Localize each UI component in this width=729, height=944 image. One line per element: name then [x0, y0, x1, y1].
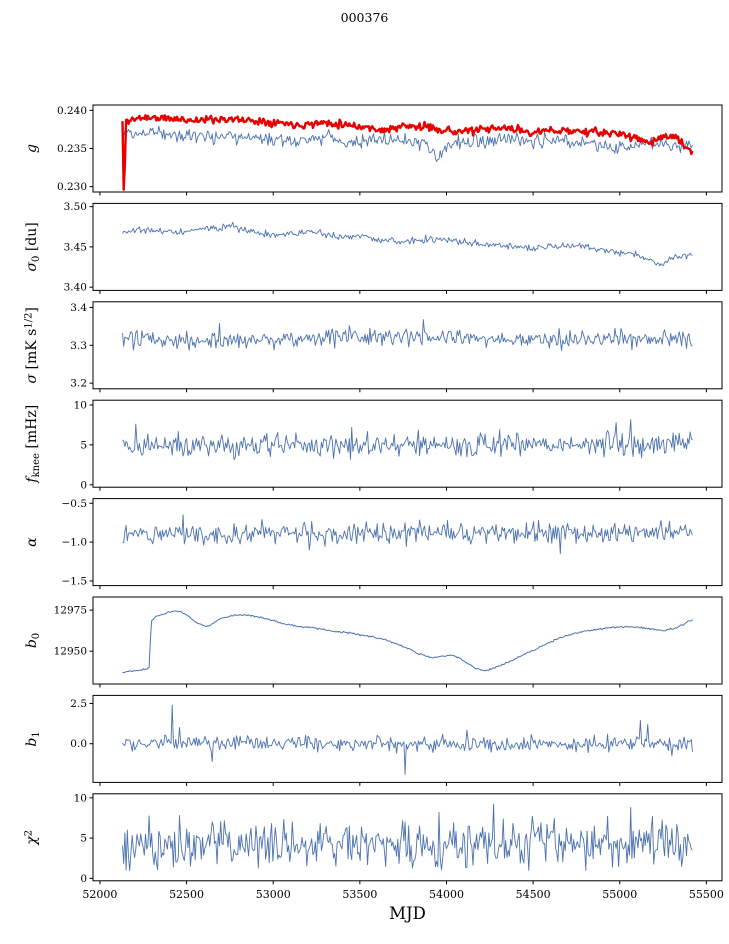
y-axis-label-g: g: [24, 144, 40, 153]
y-axis-label-sigma0: σ0 [du]: [24, 222, 42, 271]
x-tick-label: 52500: [169, 888, 204, 901]
y-tick-label-g: 0.235: [57, 143, 87, 155]
y-tick-label-b1: 2.5: [70, 698, 87, 710]
series-g-red: [121, 114, 694, 191]
series-g-blue: [122, 125, 693, 162]
x-tick-label: 54500: [516, 888, 551, 901]
y-tick-label-fknee: 0: [80, 479, 87, 491]
y-tick-label-b0: 12950: [54, 646, 87, 658]
plot-title: 000376: [340, 10, 389, 25]
y-axis-label-b0: b0: [24, 633, 42, 648]
series-alpha: [122, 514, 693, 555]
axes-frame-chi2: [92, 793, 723, 882]
y-tick-label-sigma: 3.2: [70, 378, 87, 390]
x-tick-label: 55500: [689, 888, 724, 901]
series-chi2: [122, 803, 693, 872]
y-tick-label-fknee: 10: [74, 399, 87, 411]
x-tick-label: 55000: [602, 888, 637, 901]
y-tick-label-chi2: 10: [74, 792, 87, 804]
y-tick-label-alpha: −0.5: [62, 498, 88, 510]
y-axis-label-b1: b1: [24, 731, 42, 746]
x-tick-label: 52000: [82, 888, 117, 901]
axes-frame-fknee: [92, 399, 723, 488]
axes-frame-b1: [92, 694, 723, 783]
y-tick-label-fknee: 5: [80, 439, 87, 451]
y-tick-label-alpha: −1.5: [62, 575, 88, 587]
y-tick-label-b0: 12975: [54, 605, 87, 617]
y-tick-label-g: 0.240: [57, 105, 87, 117]
series-sigma0: [122, 221, 693, 267]
y-tick-label-sigma0: 3.45: [64, 241, 87, 253]
y-axis-label-sigma: σ [mK s1/2]: [24, 307, 41, 383]
axes-frame-sigma: [92, 301, 723, 390]
series-b0: [122, 610, 693, 674]
y-tick-label-sigma: 3.3: [70, 340, 87, 352]
series-b1: [122, 704, 693, 775]
y-tick-label-sigma: 3.4: [70, 302, 87, 314]
x-tick-label: 54000: [429, 888, 464, 901]
y-axis-label-fknee: fknee [mHz]: [24, 405, 42, 484]
axes-frame-sigma0: [92, 202, 723, 291]
y-axis-label-alpha: α: [24, 537, 40, 547]
series-sigma: [122, 319, 693, 351]
y-tick-label-chi2: 0: [80, 873, 87, 885]
y-tick-label-sigma0: 3.50: [64, 201, 87, 213]
axes-frame-alpha: [92, 498, 723, 587]
y-tick-label-chi2: 5: [80, 833, 87, 845]
y-tick-label-alpha: −1.0: [62, 537, 88, 549]
y-tick-label-g: 0.230: [57, 181, 87, 193]
series-fknee: [122, 418, 693, 461]
y-tick-label-b1: 0.0: [70, 738, 87, 750]
x-tick-label: 53000: [256, 888, 291, 901]
x-axis-label: MJD: [389, 904, 426, 923]
x-tick-label: 53500: [342, 888, 377, 901]
axes-frame-b0: [92, 596, 723, 685]
y-tick-label-sigma0: 3.40: [64, 282, 87, 294]
y-axis-label-chi2: χ2: [24, 830, 41, 846]
